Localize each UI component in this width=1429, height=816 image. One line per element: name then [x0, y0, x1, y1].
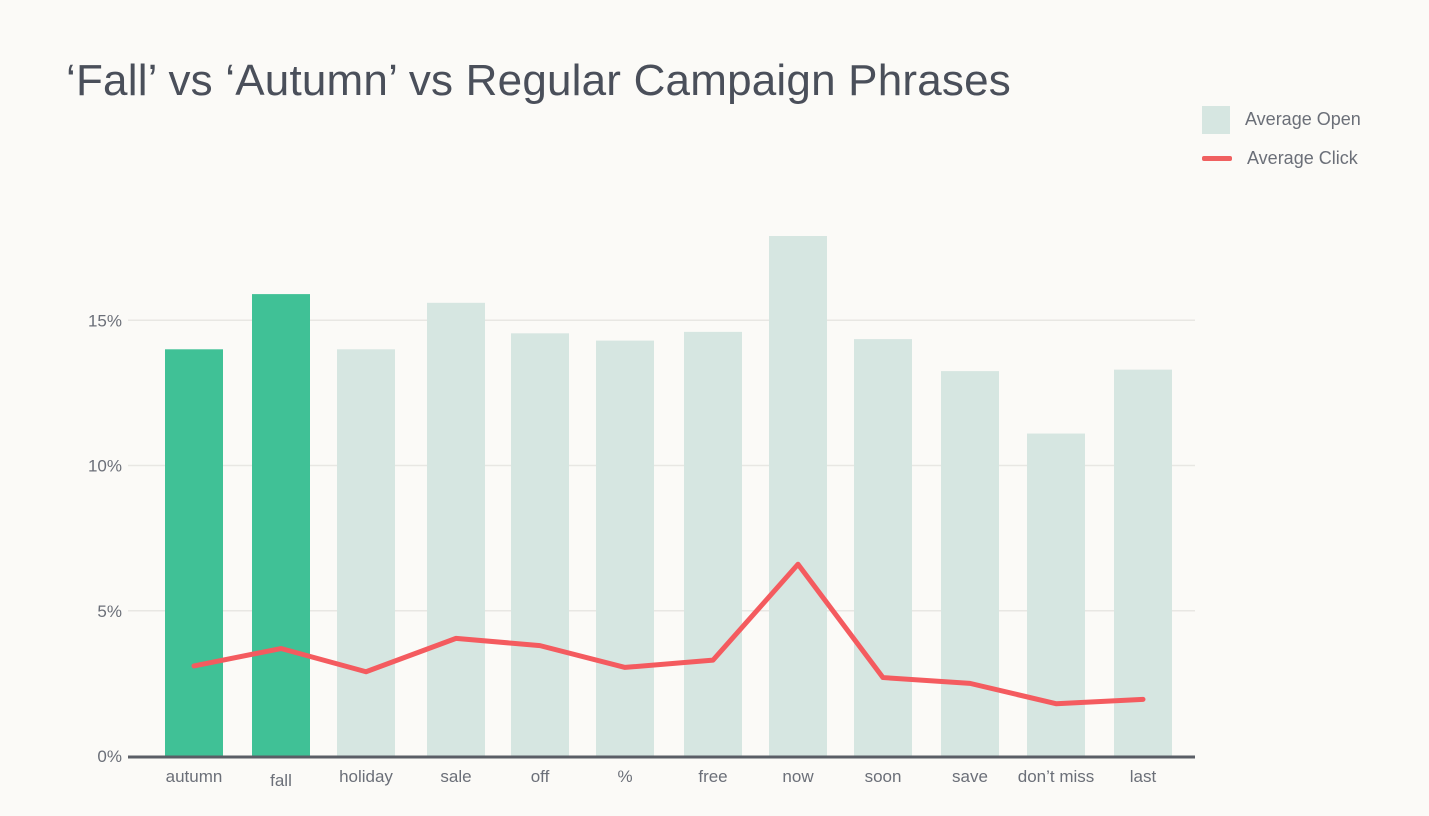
x-tick-label: %: [617, 767, 632, 786]
bar: [596, 340, 654, 756]
legend-item-open: Average Open: [1202, 100, 1361, 139]
bar: [511, 333, 569, 756]
x-tick-label: holiday: [339, 767, 393, 786]
bar: [941, 371, 999, 756]
bar: [1027, 433, 1085, 756]
x-tick-label: autumn: [166, 767, 223, 786]
x-tick-label: free: [698, 767, 727, 786]
series-line-click: [191, 561, 1146, 707]
y-tick-label: 0%: [97, 747, 122, 766]
legend-item-click: Average Click: [1202, 139, 1361, 178]
bar: [769, 236, 827, 756]
bar: [684, 331, 742, 756]
bar: [854, 339, 912, 756]
chart-title: ‘Fall’ vs ‘Autumn’ vs Regular Campaign P…: [66, 56, 1011, 105]
bar: [252, 294, 310, 756]
legend-swatch-click: [1202, 156, 1232, 161]
y-tick-label: 10%: [88, 457, 122, 476]
bar: [337, 349, 395, 756]
x-tick-label: fall: [270, 771, 292, 790]
legend-swatch-open: [1202, 105, 1230, 134]
x-tick-label: last: [1130, 767, 1157, 786]
bar: [165, 349, 223, 756]
x-tick-label: now: [782, 767, 814, 786]
y-tick-label: 5%: [97, 602, 122, 621]
legend: Average Open Average Click: [1202, 100, 1361, 178]
x-tick-label: don’t miss: [1018, 767, 1095, 786]
x-tick-label: save: [952, 767, 988, 786]
y-tick-label: 15%: [88, 311, 122, 330]
bar: [427, 302, 485, 756]
legend-label-open: Average Open: [1245, 109, 1361, 129]
bar: [1114, 369, 1172, 756]
legend-label-click: Average Click: [1247, 148, 1358, 168]
x-tick-label: sale: [440, 767, 471, 786]
x-tick-label: soon: [865, 767, 902, 786]
x-tick-label: off: [531, 767, 550, 786]
